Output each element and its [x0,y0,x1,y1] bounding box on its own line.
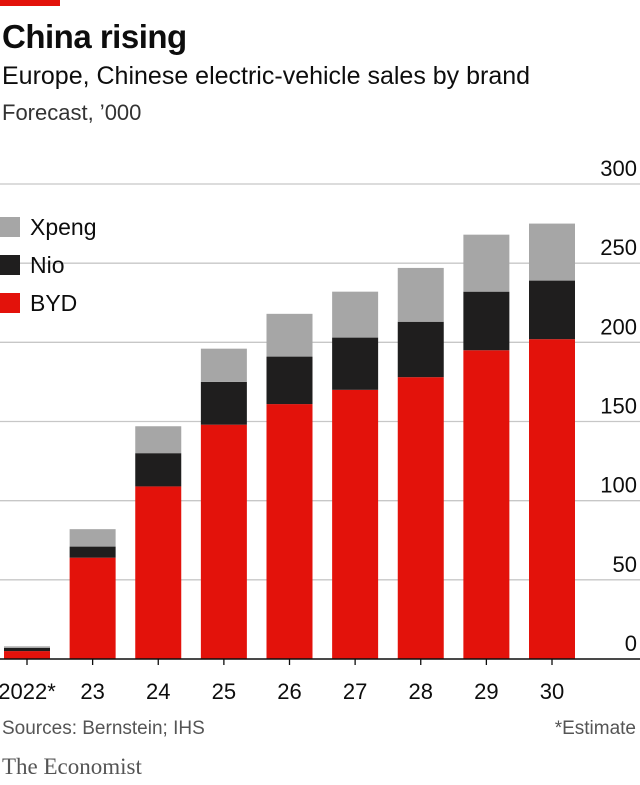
x-tick-label-23: 23 [80,679,104,704]
x-tick-label-27: 27 [343,679,367,704]
x-tick-label-25: 25 [212,679,236,704]
legend-swatch-nio [0,255,20,275]
source-note: Sources: Bernstein; IHS [2,718,205,739]
y-tick-label-0: 0 [625,631,637,656]
bar-byd-24 [135,486,182,659]
bar-nio-29 [463,291,510,351]
bar-xpeng-23 [69,529,116,547]
x-tick-label-29: 29 [474,679,498,704]
legend-label-byd: BYD [30,289,78,316]
bar-nio-23 [69,546,116,558]
x-tick-label-28: 28 [409,679,433,704]
bar-xpeng-26 [266,313,313,357]
estimate-note: *Estimate [554,718,636,739]
chart-title: China rising [2,18,187,55]
bar-xpeng-28 [397,267,444,322]
bar-byd-23 [69,557,116,659]
y-tick-label-300: 300 [600,156,637,181]
y-tick-label-100: 100 [600,473,637,498]
chart-legend: Xpeng Nio BYD [0,208,97,322]
bar-xpeng-24 [135,426,182,454]
bar-byd-26 [266,404,313,659]
legend-item-nio: Nio [0,246,97,284]
bar-nio-2022 [4,647,50,652]
bar-nio-25 [200,381,247,425]
bar-byd-25 [200,424,247,659]
legend-label-xpeng: Xpeng [30,213,97,240]
legend-label-nio: Nio [30,251,65,278]
x-tick-label-26: 26 [277,679,301,704]
bar-xpeng-30 [529,223,575,281]
bar-byd-29 [463,350,510,659]
bar-byd-28 [397,377,444,659]
x-tick-label-24: 24 [146,679,170,704]
chart-unit: Forecast, ’000 [2,100,142,125]
bar-byd-30 [529,339,575,659]
x-tick-label-2022: 2022* [0,679,56,704]
x-tick-label-30: 30 [540,679,564,704]
y-tick-label-200: 200 [600,314,637,339]
bar-nio-28 [397,321,444,378]
y-tick-label-250: 250 [600,235,637,260]
bar-nio-24 [135,453,182,487]
legend-item-xpeng: Xpeng [0,208,97,246]
legend-swatch-xpeng [0,217,20,237]
bar-xpeng-25 [200,348,247,382]
bar-nio-30 [529,280,575,340]
bar-xpeng-2022 [4,646,50,648]
bar-byd-27 [332,389,379,659]
chart-subtitle: Europe, Chinese electric-vehicle sales b… [2,62,531,90]
y-tick-label-50: 50 [613,552,637,577]
legend-swatch-byd [0,293,20,313]
brand-red-bar [0,0,60,6]
bar-byd-2022 [4,651,50,659]
bar-xpeng-27 [332,291,379,338]
y-tick-label-150: 150 [600,394,637,419]
bar-xpeng-29 [463,234,510,292]
publisher-brand: The Economist [2,754,142,779]
bar-nio-26 [266,356,313,405]
bar-nio-27 [332,337,379,390]
legend-item-byd: BYD [0,284,97,322]
